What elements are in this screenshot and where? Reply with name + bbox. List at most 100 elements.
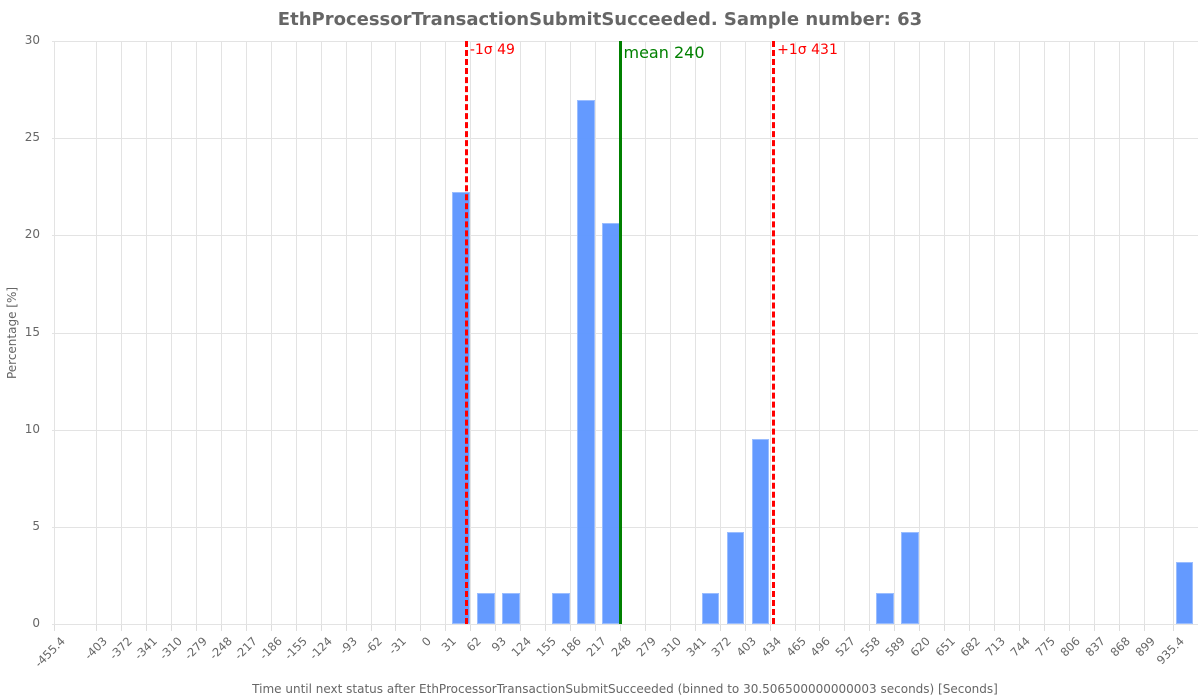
x-tick-label: -248 bbox=[206, 634, 235, 663]
x-gridline bbox=[121, 41, 123, 624]
x-gridline bbox=[170, 41, 172, 624]
x-tick-mark bbox=[1019, 625, 1020, 631]
x-gridline bbox=[195, 41, 197, 624]
histogram-bar bbox=[701, 593, 720, 624]
y-gridline bbox=[52, 235, 1198, 237]
y-gridline bbox=[52, 332, 1198, 334]
x-gridline bbox=[220, 41, 222, 624]
x-tick-mark bbox=[1068, 625, 1070, 631]
x-tick-mark bbox=[644, 625, 646, 631]
x-tick-label: -310 bbox=[156, 634, 185, 663]
y-tick-label: 25 bbox=[24, 130, 40, 145]
x-gridline bbox=[1019, 41, 1020, 624]
x-gridline bbox=[1173, 41, 1174, 624]
x-gridline bbox=[794, 41, 796, 624]
sigma-label: +1σ 431 bbox=[777, 42, 838, 58]
x-tick-label: -279 bbox=[181, 634, 210, 663]
y-tick-label: 30 bbox=[24, 33, 40, 47]
x-gridline bbox=[694, 41, 696, 624]
x-tick-label: 124 bbox=[508, 634, 535, 660]
x-tick-label: -403 bbox=[81, 634, 111, 663]
x-tick-label: 496 bbox=[807, 634, 834, 660]
x-tick-label: -186 bbox=[256, 634, 285, 663]
x-gridline bbox=[669, 41, 671, 624]
x-tick-mark bbox=[769, 625, 771, 631]
x-tick-mark bbox=[719, 625, 721, 631]
x-gridline bbox=[54, 41, 55, 624]
x-gridline bbox=[719, 41, 721, 624]
x-tick-mark bbox=[470, 625, 472, 631]
x-tick-label: 558 bbox=[857, 634, 884, 660]
x-tick-label: 651 bbox=[932, 634, 959, 660]
x-tick-label: 589 bbox=[882, 634, 909, 660]
x-tick-mark bbox=[320, 625, 322, 631]
x-axis-label: Time until next status after EthProcesso… bbox=[252, 682, 998, 696]
x-tick-mark bbox=[694, 625, 696, 631]
x-gridline bbox=[270, 41, 272, 624]
x-gridline bbox=[1143, 41, 1145, 624]
mean-label: mean 240 bbox=[623, 43, 705, 62]
x-tick-label: 620 bbox=[907, 634, 934, 660]
x-tick-label: 527 bbox=[832, 634, 859, 660]
histogram-bar bbox=[751, 439, 770, 624]
x-tick-mark bbox=[345, 625, 347, 631]
x-tick-label: 713 bbox=[982, 634, 1008, 660]
x-tick-mark bbox=[969, 625, 971, 631]
x-tick-mark bbox=[894, 625, 896, 631]
x-tick-label: -217 bbox=[231, 634, 260, 663]
y-gridline bbox=[52, 41, 1198, 42]
x-gridline bbox=[869, 41, 871, 624]
x-gridline bbox=[944, 41, 946, 624]
x-tick-mark bbox=[495, 625, 497, 631]
x-tick-label: 403 bbox=[733, 634, 759, 660]
x-gridline bbox=[395, 41, 397, 624]
x-tick-mark bbox=[370, 625, 372, 631]
x-tick-mark bbox=[295, 625, 297, 631]
x-tick-mark bbox=[744, 625, 746, 631]
sigma-line bbox=[464, 41, 468, 624]
x-gridline bbox=[96, 41, 98, 624]
x-tick-mark bbox=[944, 625, 946, 631]
x-tick-label: -31 bbox=[386, 634, 410, 658]
x-tick-label: 372 bbox=[708, 634, 734, 660]
histogram-bar bbox=[552, 593, 570, 624]
x-tick-mark bbox=[794, 625, 796, 631]
histogram-bar bbox=[477, 593, 495, 624]
sigma-line bbox=[772, 41, 776, 624]
y-gridline bbox=[52, 526, 1198, 528]
x-gridline bbox=[969, 41, 971, 624]
x-tick-mark bbox=[1173, 625, 1174, 631]
x-gridline bbox=[594, 41, 596, 624]
x-gridline bbox=[769, 41, 771, 624]
x-gridline bbox=[545, 41, 547, 624]
y-gridline bbox=[52, 429, 1198, 431]
x-tick-mark bbox=[869, 625, 871, 631]
x-gridline bbox=[1118, 41, 1120, 624]
x-tick-label: 775 bbox=[1032, 634, 1058, 660]
y-gridline bbox=[52, 624, 1198, 625]
chart-title: EthProcessorTransactionSubmitSucceeded. … bbox=[277, 9, 923, 30]
x-tick-mark bbox=[1093, 625, 1095, 631]
x-gridline bbox=[370, 41, 372, 624]
y-gridline bbox=[52, 138, 1198, 140]
x-tick-label: 62 bbox=[463, 634, 485, 655]
y-tick-label: 0 bbox=[32, 616, 40, 630]
x-tick-label: 93 bbox=[488, 634, 510, 655]
x-gridline bbox=[744, 41, 746, 624]
x-tick-mark bbox=[1043, 625, 1045, 631]
mean-line bbox=[618, 41, 622, 624]
x-gridline bbox=[245, 41, 247, 624]
x-tick-label: 806 bbox=[1057, 634, 1083, 660]
x-gridline bbox=[445, 41, 447, 624]
x-tick-label: 31 bbox=[438, 634, 460, 655]
x-tick-label: 682 bbox=[957, 634, 984, 660]
x-tick-mark bbox=[819, 625, 821, 631]
x-gridline bbox=[320, 41, 322, 624]
x-tick-label: -93 bbox=[336, 634, 360, 658]
histogram-bar bbox=[601, 223, 620, 624]
x-tick-mark bbox=[1143, 625, 1145, 631]
sigma-label: -1σ 49 bbox=[469, 42, 515, 58]
histogram-bar bbox=[726, 531, 745, 624]
x-gridline bbox=[1043, 41, 1045, 624]
x-tick-label: 310 bbox=[658, 634, 684, 660]
